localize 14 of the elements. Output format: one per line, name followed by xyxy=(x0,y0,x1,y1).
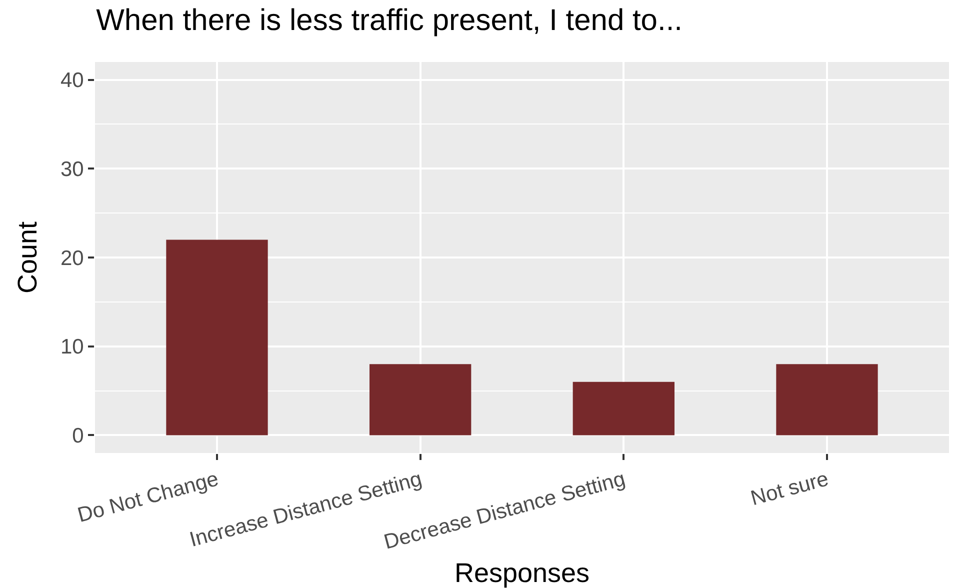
y-tick-label: 40 xyxy=(60,69,84,92)
y-tick-label: 20 xyxy=(60,246,84,270)
y-tick-label: 30 xyxy=(60,158,84,181)
x-tick-label: Do Not Change xyxy=(75,467,222,528)
bar xyxy=(776,364,878,436)
chart-title: When there is less traffic present, I tend to... xyxy=(96,4,683,37)
y-axis-title: Count xyxy=(12,220,42,294)
y-tick-label: 10 xyxy=(60,336,84,359)
y-tick-label: 0 xyxy=(72,424,84,448)
x-tick-label: Not sure xyxy=(748,467,832,510)
bar xyxy=(166,240,268,436)
bar xyxy=(370,364,472,436)
bar xyxy=(572,382,674,436)
x-axis-title: Responses xyxy=(454,558,590,588)
